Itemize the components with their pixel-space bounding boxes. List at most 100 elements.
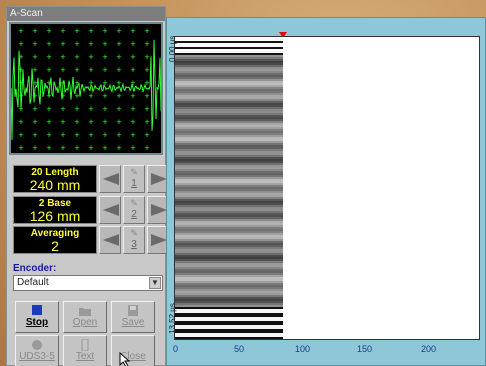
length-control: 20 Length 240 mm <box>13 165 97 193</box>
ascan-grid-mark: + <box>102 39 107 49</box>
bscan-band <box>175 109 283 111</box>
averaging-decrease-button[interactable] <box>99 226 121 254</box>
ascan-grid-mark: + <box>88 26 93 36</box>
bscan-band <box>175 75 283 77</box>
bscan-band <box>175 71 283 73</box>
bscan-band <box>175 259 283 261</box>
bscan-band <box>175 205 283 207</box>
length-value: 240 mm <box>29 177 81 193</box>
bscan-band <box>175 203 283 205</box>
bscan-plot[interactable] <box>174 36 480 340</box>
length-key-label: 1 <box>131 178 137 189</box>
close-button[interactable]: Close <box>111 335 155 366</box>
bscan-band <box>175 319 283 321</box>
ascan-grid-mark: + <box>74 65 79 75</box>
bscan-band <box>175 313 283 315</box>
bscan-band <box>175 237 283 239</box>
ascan-grid-mark: + <box>46 26 51 36</box>
bscan-band <box>175 145 283 147</box>
ascan-grid-mark: + <box>60 26 65 36</box>
ascan-grid-mark: + <box>144 130 149 140</box>
bscan-band <box>175 169 283 171</box>
ascan-grid-mark: + <box>102 91 107 101</box>
arrow-right-icon <box>151 204 167 216</box>
bscan-band <box>175 297 283 299</box>
pencil-icon: ✎ <box>130 198 138 208</box>
ascan-grid-mark: + <box>102 26 107 36</box>
bscan-band <box>175 253 283 255</box>
bscan-band <box>175 317 283 319</box>
ascan-grid-mark: + <box>102 52 107 62</box>
ascan-grid-mark: + <box>60 39 65 49</box>
ascan-grid-mark: + <box>130 78 135 88</box>
bscan-band <box>175 279 283 281</box>
bscan-band <box>175 69 283 71</box>
text-button[interactable]: Text <box>63 335 107 366</box>
ascan-grid-mark: + <box>144 143 149 153</box>
bscan-band <box>175 301 283 303</box>
ascan-grid-mark: + <box>130 52 135 62</box>
ascan-grid-mark: + <box>32 130 37 140</box>
ascan-grid-mark: + <box>74 39 79 49</box>
bscan-band <box>175 207 283 209</box>
folder-icon <box>79 308 91 316</box>
bscan-band <box>175 275 283 277</box>
save-button[interactable]: Save <box>111 301 155 333</box>
encoder-select[interactable]: Default ▼ <box>13 275 163 291</box>
arrow-right-icon <box>151 234 167 246</box>
stop-button[interactable]: Stop <box>15 301 59 333</box>
averaging-increase-button[interactable] <box>147 226 169 254</box>
bscan-band <box>175 39 283 41</box>
bscan-band <box>175 55 283 57</box>
ascan-grid-mark: + <box>130 91 135 101</box>
ascan-grid-mark: + <box>46 143 51 153</box>
uds3-5-button-label: UDS3-5 <box>19 351 55 362</box>
base-decrease-button[interactable] <box>99 196 121 224</box>
stop-square-icon <box>32 305 42 315</box>
mouse-cursor-icon <box>119 352 131 366</box>
ascan-grid-mark: + <box>32 39 37 49</box>
bscan-band <box>175 327 283 329</box>
bscan-band <box>175 185 283 187</box>
bscan-band <box>175 89 283 91</box>
ascan-grid-mark: + <box>102 65 107 75</box>
bscan-band <box>175 105 283 107</box>
bscan-band <box>175 115 283 117</box>
position-marker[interactable] <box>279 32 287 38</box>
x-tick-0: 0 <box>173 344 179 354</box>
bscan-band <box>175 37 283 39</box>
ascan-grid-mark: + <box>144 91 149 101</box>
length-key-button[interactable]: ✎ 1 <box>123 165 145 193</box>
ascan-grid-mark: + <box>74 130 79 140</box>
bscan-band <box>175 97 283 99</box>
bscan-band <box>175 323 283 325</box>
ascan-grid-mark: + <box>60 117 65 127</box>
uds3-5-button[interactable]: UDS3-5 <box>15 335 59 366</box>
ascan-grid-mark: + <box>46 78 51 88</box>
ascan-grid-mark: + <box>18 39 23 49</box>
ascan-grid-mark: + <box>88 117 93 127</box>
bscan-band <box>175 315 283 317</box>
bscan-band <box>175 91 283 93</box>
bscan-band <box>175 123 283 125</box>
text-icon <box>81 339 89 351</box>
bscan-band <box>175 73 283 75</box>
ascan-grid-mark: + <box>116 117 121 127</box>
open-button[interactable]: Open <box>63 301 107 333</box>
averaging-key-button[interactable]: ✎ 3 <box>123 226 145 254</box>
bscan-band <box>175 99 283 101</box>
bscan-band <box>175 321 283 323</box>
chevron-down-icon[interactable]: ▼ <box>149 277 161 289</box>
encoder-label: Encoder: <box>13 263 57 274</box>
close-button-label: Close <box>120 351 146 362</box>
base-key-button[interactable]: ✎ 2 <box>123 196 145 224</box>
bscan-band <box>175 333 283 335</box>
base-increase-button[interactable] <box>147 196 169 224</box>
ascan-grid-mark: + <box>18 65 23 75</box>
length-decrease-button[interactable] <box>99 165 121 193</box>
ascan-grid-mark: + <box>102 78 107 88</box>
ascan-grid-mark: + <box>32 78 37 88</box>
bscan-band <box>175 61 283 63</box>
bscan-band <box>175 337 283 339</box>
bscan-band <box>175 289 283 291</box>
